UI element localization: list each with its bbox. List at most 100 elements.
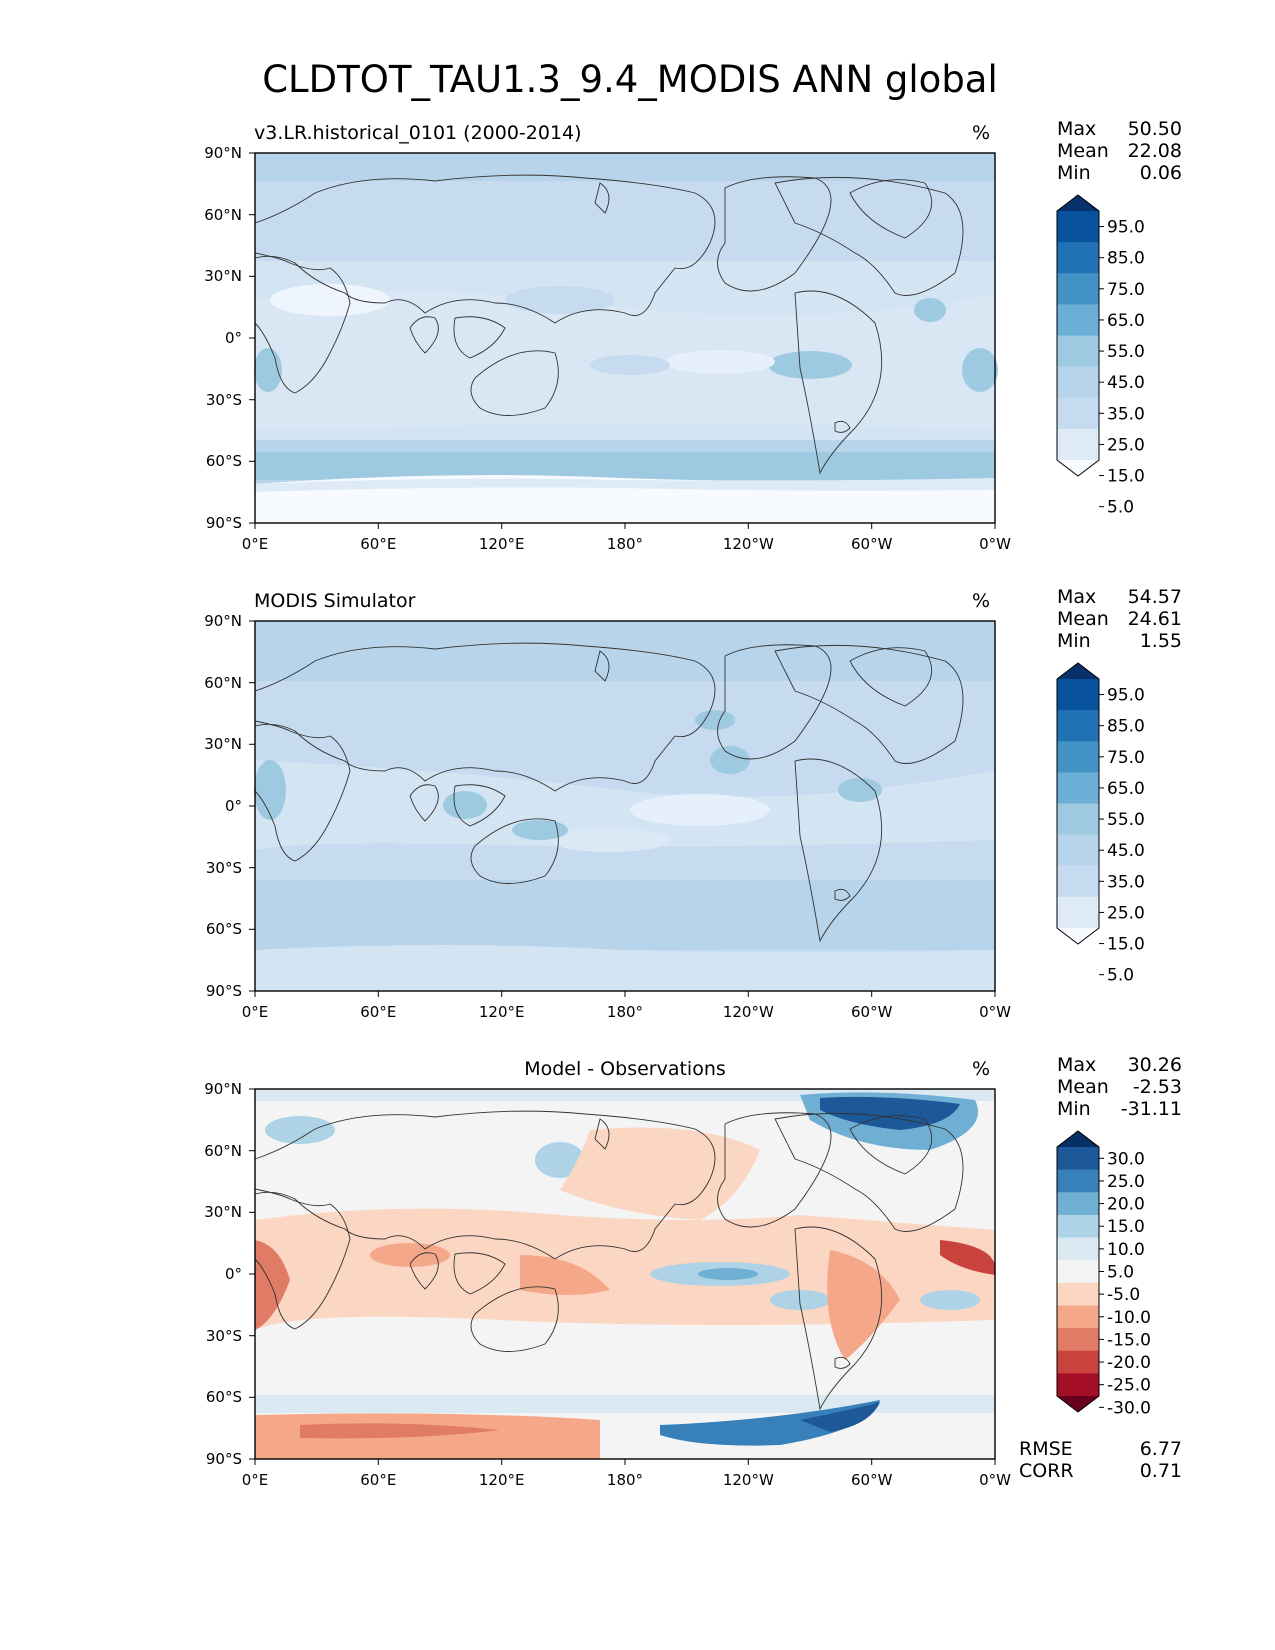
colorbar-cell bbox=[1057, 710, 1099, 742]
stat-max-value: 30.26 bbox=[1128, 1054, 1182, 1076]
lat-tick-label: 60°N bbox=[204, 674, 242, 692]
lat-tick-label: 30°S bbox=[206, 391, 242, 409]
colorbar-cell bbox=[1057, 1214, 1099, 1239]
units-label: % bbox=[972, 590, 990, 612]
colorbar-tick-label: 15.0 bbox=[1107, 1217, 1145, 1237]
units-label: % bbox=[972, 122, 990, 144]
lat-tick-label: 60°S bbox=[206, 1388, 242, 1406]
lat-tick-label: 90°N bbox=[204, 144, 242, 162]
stat-min-label: Min bbox=[1057, 1098, 1091, 1120]
lon-tick-label: 0°W bbox=[979, 1003, 1011, 1021]
lat-tick-label: 90°N bbox=[204, 1080, 242, 1098]
lon-tick-label: 60°E bbox=[360, 535, 396, 553]
colorbar-tick-label: -20.0 bbox=[1107, 1353, 1151, 1373]
coastline bbox=[594, 182, 610, 214]
panel-diff: Model - Observations % bbox=[204, 1054, 1182, 1489]
colorbar-tick-label: 30.0 bbox=[1107, 1149, 1145, 1169]
colorbar-outline bbox=[1056, 1130, 1100, 1413]
colorbar-cell bbox=[1057, 1237, 1099, 1261]
lat-tick-label: 60°S bbox=[206, 920, 242, 938]
coastline bbox=[717, 1112, 832, 1228]
lat-tick-label: 90°S bbox=[206, 1450, 242, 1468]
colorbar-tick-label: -15.0 bbox=[1107, 1330, 1151, 1350]
panel-title: v3.LR.historical_0101 (2000-2014) bbox=[254, 122, 582, 144]
colorbar-tick-label: 15.0 bbox=[1107, 467, 1145, 487]
colorbar-cell bbox=[1057, 366, 1099, 399]
coastline bbox=[453, 784, 506, 827]
coastlines bbox=[254, 1110, 964, 1411]
stat-max-value: 50.50 bbox=[1128, 118, 1182, 140]
colorbar-extend-min bbox=[1057, 1396, 1099, 1412]
colorbar-tick-label: 35.0 bbox=[1107, 404, 1145, 424]
coastline bbox=[717, 644, 832, 760]
colorbar-tick-label: 15.0 bbox=[1107, 935, 1145, 955]
colorbar-tick-label: 95.0 bbox=[1107, 218, 1145, 238]
coastline bbox=[254, 1188, 351, 1330]
colorbar-extend-min bbox=[1057, 928, 1099, 944]
stat-mean-value: 22.08 bbox=[1128, 140, 1182, 162]
map-area bbox=[255, 1089, 995, 1459]
coastline bbox=[470, 818, 559, 884]
coastline bbox=[254, 252, 351, 394]
coastline bbox=[254, 720, 351, 862]
stats-block: Max 54.57 Mean 24.61 Min 1.55 bbox=[1057, 586, 1182, 652]
colorbar-tick-label: 20.0 bbox=[1107, 1195, 1145, 1215]
map-area bbox=[254, 621, 995, 991]
colorbar-cell bbox=[1057, 335, 1099, 368]
stat-max-label: Max bbox=[1057, 118, 1096, 140]
colorbar-cell bbox=[1057, 772, 1099, 804]
lon-tick-label: 60°E bbox=[360, 1003, 396, 1021]
coastline bbox=[849, 179, 933, 239]
stat-mean-value: -2.53 bbox=[1133, 1076, 1182, 1098]
coastline bbox=[254, 642, 716, 792]
colorbar-extend-min bbox=[1057, 460, 1099, 476]
lon-tick-label: 120°W bbox=[723, 1471, 774, 1489]
coastline bbox=[470, 350, 559, 416]
coastline bbox=[453, 316, 506, 359]
lon-tick-label: 120°E bbox=[479, 1471, 525, 1489]
rmse-value: 6.77 bbox=[1140, 1438, 1182, 1460]
lat-tick-label: 60°S bbox=[206, 452, 242, 470]
coastline bbox=[453, 1252, 506, 1295]
lat-tick-label: 90°N bbox=[204, 612, 242, 630]
stat-min-label: Min bbox=[1057, 162, 1091, 184]
colorbar-tick-label: 10.0 bbox=[1107, 1240, 1145, 1260]
colorbar-cell bbox=[1057, 679, 1099, 711]
corr-label: CORR bbox=[1019, 1460, 1074, 1482]
colorbar-tick-label: 85.0 bbox=[1107, 717, 1145, 737]
coastline bbox=[594, 650, 610, 682]
colorbar-cell bbox=[1057, 397, 1099, 430]
panel-title: Model - Observations bbox=[524, 1058, 726, 1080]
colorbar-cell bbox=[1057, 896, 1099, 929]
stat-min-label: Min bbox=[1057, 630, 1091, 652]
colorbar-tick-label: 25.0 bbox=[1107, 435, 1145, 455]
coastline bbox=[409, 784, 439, 822]
stat-mean-label: Mean bbox=[1057, 608, 1109, 630]
colorbar-cell bbox=[1057, 1305, 1099, 1329]
colorbar-tick-label: 75.0 bbox=[1107, 280, 1145, 300]
lat-tick-label: 30°N bbox=[204, 735, 242, 753]
coastline bbox=[794, 758, 883, 943]
colorbar-cell bbox=[1057, 1350, 1099, 1374]
colorbar-cell bbox=[1057, 741, 1099, 773]
colorbar-extend-max bbox=[1057, 1131, 1099, 1147]
lon-tick-label: 120°E bbox=[479, 1003, 525, 1021]
colorbar-cell bbox=[1057, 834, 1099, 867]
lat-tick-label: 60°N bbox=[204, 1142, 242, 1160]
colorbar-tick-label: -5.0 bbox=[1107, 1285, 1140, 1305]
main-title: CLDTOT_TAU1.3_9.4_MODIS ANN global bbox=[262, 58, 998, 101]
colorbar-cell bbox=[1057, 865, 1099, 898]
colorbar-extend-max bbox=[1057, 195, 1099, 211]
stat-min-value: 0.06 bbox=[1140, 162, 1182, 184]
lon-tick-label: 120°E bbox=[479, 535, 525, 553]
lat-tick-label: 0° bbox=[225, 797, 242, 815]
lon-tick-label: 120°W bbox=[723, 535, 774, 553]
colorbar: 95.0 85.0 75.0 65.0 55.0 45.0 35.0 25.0 15.0 5.0 bbox=[1056, 194, 1145, 518]
colorbar-cell bbox=[1057, 211, 1099, 243]
colorbar-tick-label: 55.0 bbox=[1107, 342, 1145, 362]
coastline bbox=[409, 1252, 439, 1290]
coastlines bbox=[254, 642, 964, 943]
colorbar-cell bbox=[1057, 1147, 1099, 1171]
lat-tick-label: 30°N bbox=[204, 267, 242, 285]
